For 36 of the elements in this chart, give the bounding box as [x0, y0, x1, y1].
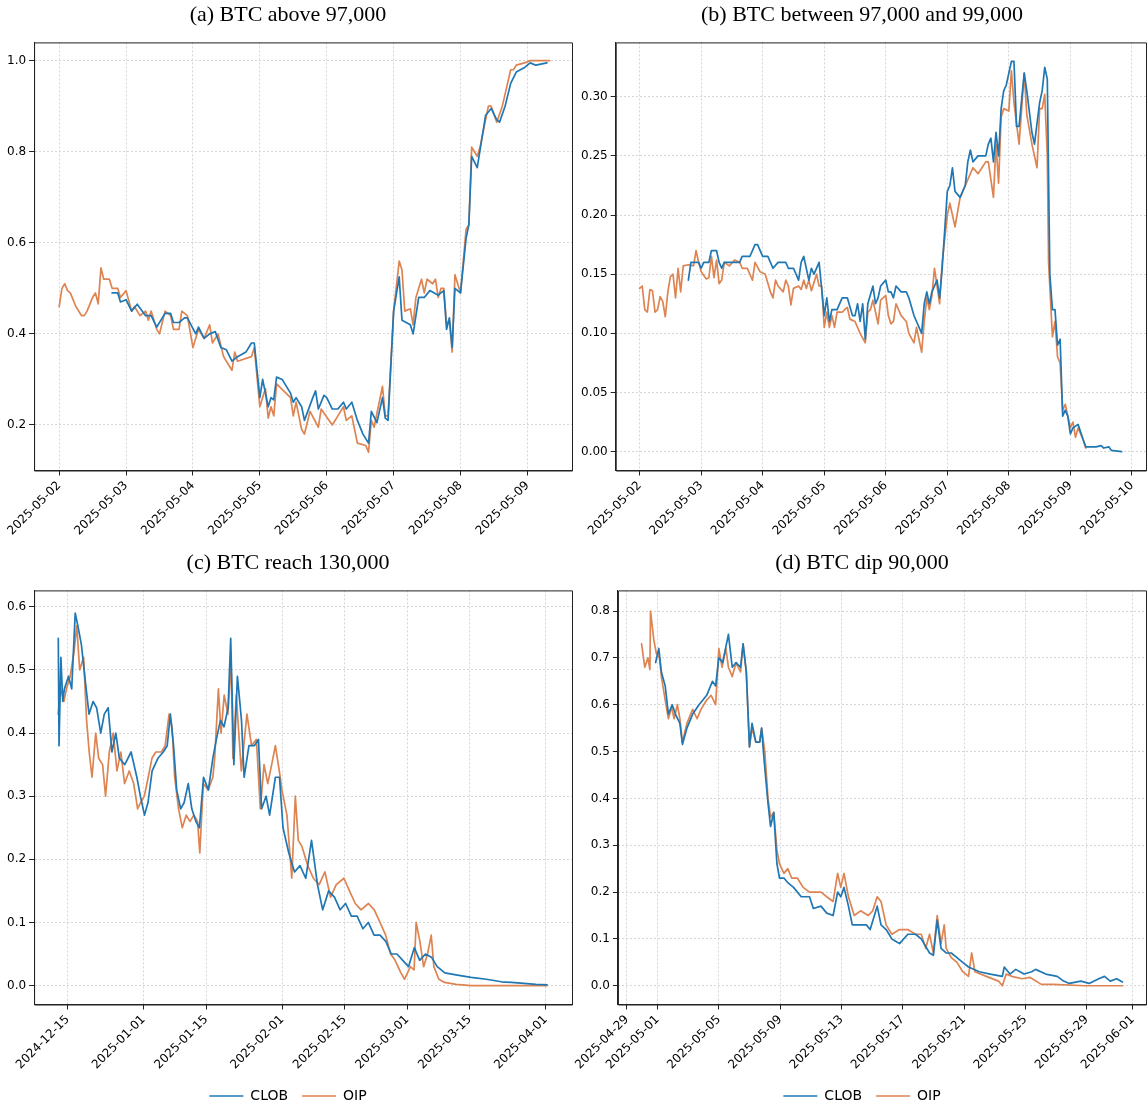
y-tick-label: 0.10	[581, 325, 608, 340]
chart-title: (c) BTC reach 130,000	[186, 548, 390, 574]
legend-label: OIP	[917, 1086, 941, 1103]
y-tick-label: 0.0	[6, 977, 27, 992]
y-tick-label: 0.20	[581, 207, 608, 222]
y-tick-label: 0.00	[581, 443, 608, 458]
y-tick-label: 0.2	[590, 884, 610, 899]
y-tick-label: 0.4	[6, 725, 27, 740]
legend-label: CLOB	[824, 1086, 863, 1103]
y-tick-label: 0.4	[6, 326, 27, 340]
y-tick-label: 0.8	[6, 143, 27, 158]
y-tick-label: 0.1	[590, 931, 610, 946]
legend-label: CLOB	[250, 1086, 289, 1103]
chart-title: (a) BTC above 97,000	[189, 0, 387, 26]
y-tick-label: 0.8	[590, 603, 610, 618]
y-tick-label: 0.0	[590, 977, 610, 992]
chart-title: (b) BTC between 97,000 and 99,000	[701, 0, 1023, 26]
y-tick-label: 0.25	[581, 148, 608, 163]
y-tick-label: 0.5	[590, 743, 610, 758]
y-tick-label: 0.3	[6, 788, 27, 803]
y-tick-label: 0.5	[6, 662, 27, 677]
y-tick-label: 0.6	[6, 234, 27, 249]
y-tick-label: 1.0	[6, 52, 27, 67]
y-tick-label: 0.3	[590, 837, 610, 852]
y-tick-label: 0.1	[6, 914, 27, 929]
y-tick-label: 0.6	[590, 696, 610, 711]
y-tick-label: 0.7	[590, 649, 610, 664]
chart-title: (d) BTC dip 90,000	[775, 548, 949, 574]
y-tick-label: 0.6	[6, 598, 27, 613]
y-tick-label: 0.4	[590, 790, 610, 805]
y-tick-label: 0.2	[6, 417, 27, 432]
y-tick-label: 0.2	[6, 851, 27, 866]
legend-label: OIP	[343, 1086, 367, 1103]
y-tick-label: 0.15	[581, 266, 608, 281]
y-tick-label: 0.05	[581, 384, 608, 399]
y-tick-label: 0.30	[581, 88, 608, 103]
